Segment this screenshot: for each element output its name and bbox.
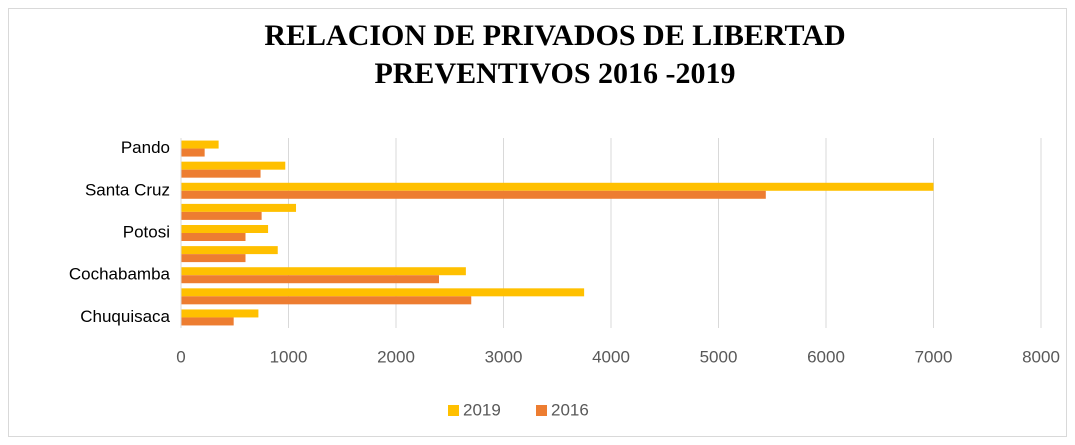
x-tick-label: 0: [176, 347, 185, 366]
chart-title: PREVENTIVOS 2016 -2019: [374, 57, 735, 90]
legend-swatch: [536, 405, 547, 416]
bar: [181, 225, 269, 233]
x-tick-label: 6000: [807, 347, 845, 366]
y-tick-label: Cochabamba: [69, 265, 171, 284]
bar: [181, 267, 466, 276]
x-tick-label: 4000: [592, 347, 630, 366]
y-tick-label: Pando: [121, 138, 170, 157]
bar: [181, 148, 205, 157]
bar: [181, 246, 278, 255]
bar: [181, 169, 261, 178]
legend-label: 2016: [551, 400, 589, 419]
x-tick-label: 5000: [700, 347, 738, 366]
chart-title: RELACION DE PRIVADOS DE LIBERTAD: [264, 19, 845, 52]
bar: [181, 288, 585, 297]
x-tick-label: 1000: [270, 347, 308, 366]
y-tick-label: Santa Cruz: [85, 180, 170, 199]
bar: [181, 211, 262, 220]
bar: [181, 203, 297, 212]
bar: [181, 233, 246, 241]
bar: [181, 296, 472, 305]
bar: [181, 161, 286, 170]
bar: [181, 140, 219, 149]
x-tick-label: 7000: [915, 347, 953, 366]
legend-label: 2019: [463, 400, 501, 419]
chart-frame: [8, 8, 1067, 437]
x-tick-label: 2000: [377, 347, 415, 366]
legend-swatch: [448, 405, 459, 416]
x-tick-label: 3000: [485, 347, 523, 366]
bar: [181, 182, 934, 191]
x-tick-label: 8000: [1022, 347, 1060, 366]
bar: [181, 317, 234, 326]
bar: [181, 275, 439, 284]
y-tick-label: Potosi: [123, 222, 170, 241]
bar: [181, 309, 259, 318]
y-tick-label: Chuquisaca: [80, 307, 170, 326]
bar: [181, 254, 246, 263]
bar: [181, 190, 766, 199]
